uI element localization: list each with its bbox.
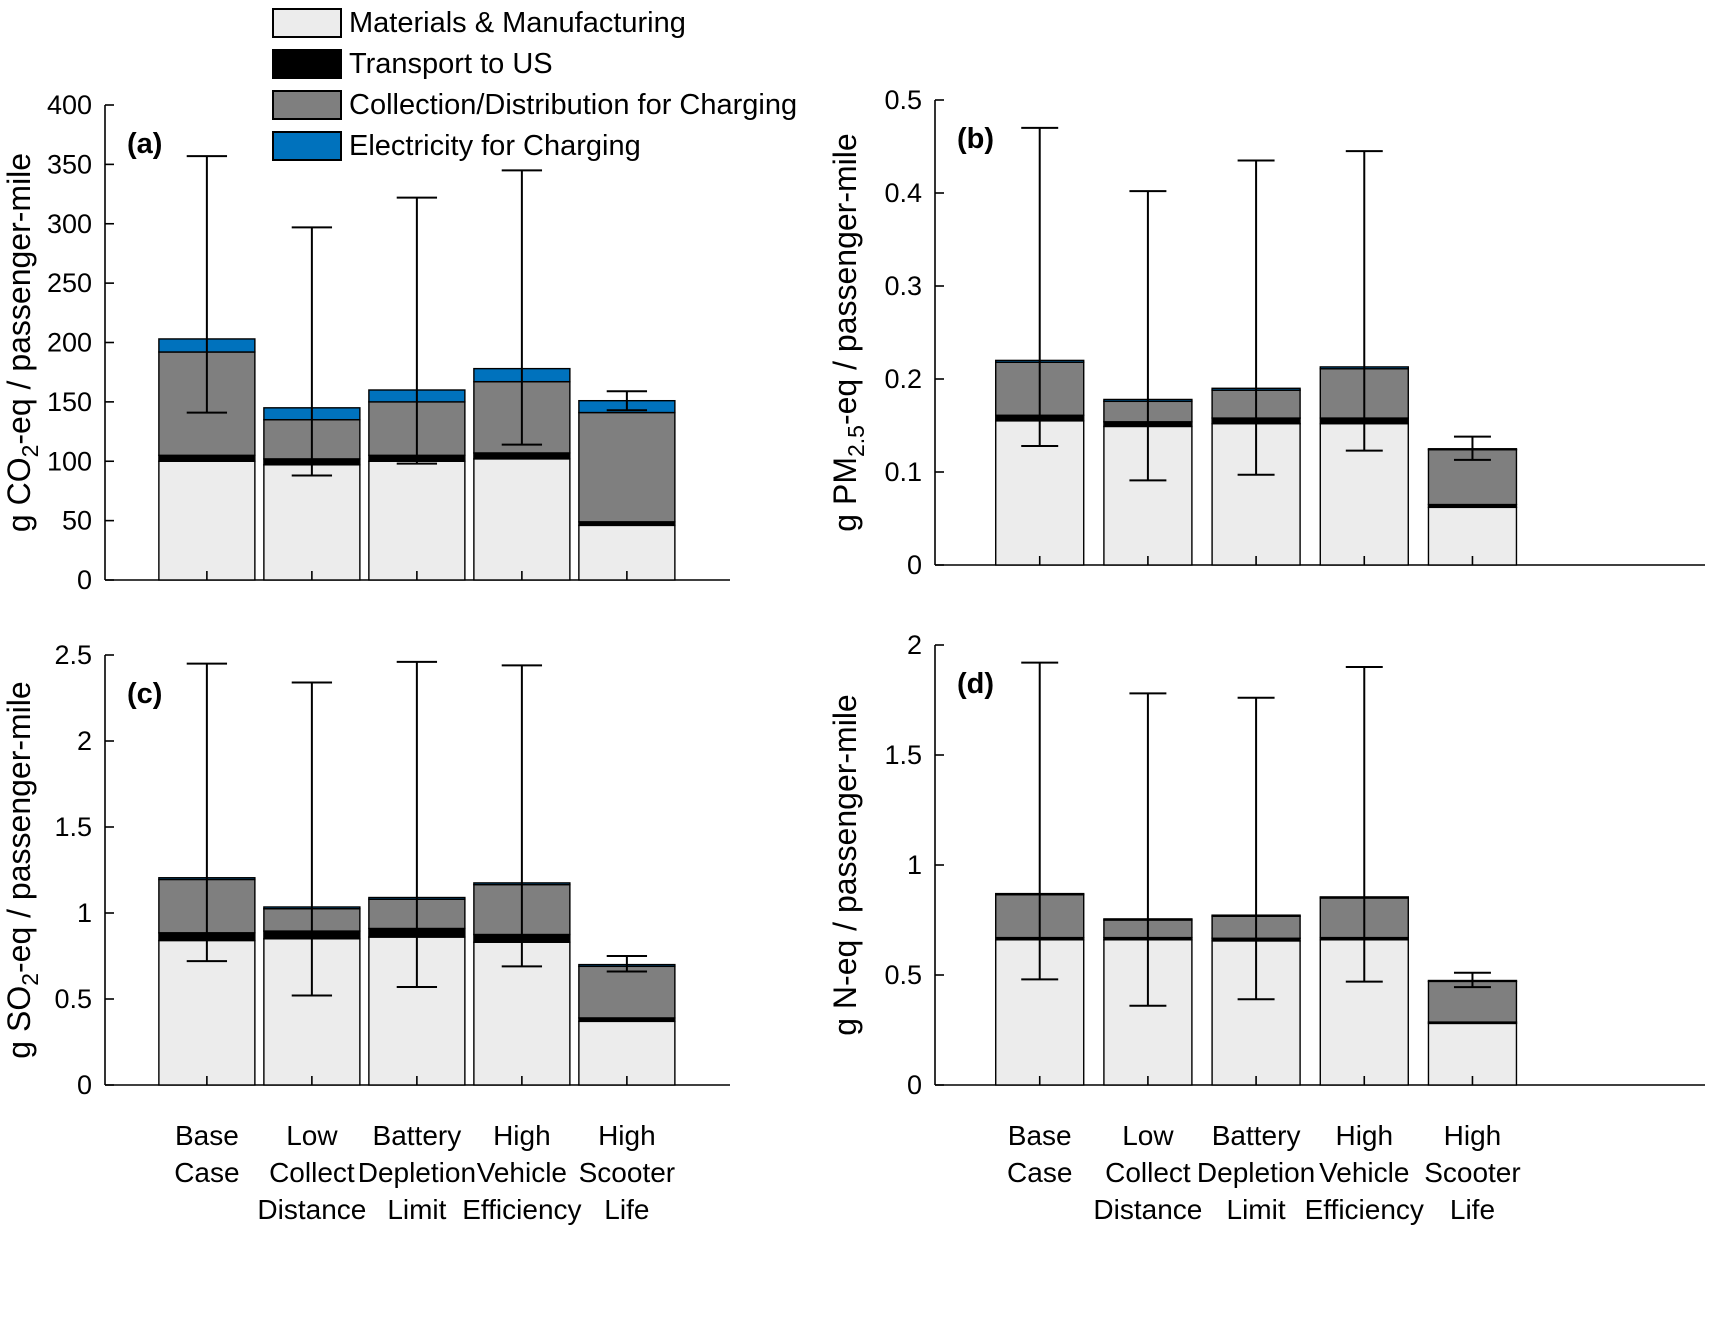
bar-segment-collection: [578, 965, 676, 1019]
category-label: Collect: [269, 1157, 355, 1188]
category-label: Battery: [1212, 1120, 1301, 1151]
y-tick-label: 0: [77, 1070, 92, 1100]
materials-swatch-icon: [272, 8, 342, 38]
legend-item-transport: Transport to US: [272, 45, 797, 83]
panel-c: 0 0.5 1 1.5 2 2.5 g SO2-eq / passenger-mile (c)…: [1, 640, 730, 1225]
bar-segment-materials: [473, 458, 571, 581]
y-tick-label: 150: [47, 387, 92, 417]
panel-letter-c: (c): [127, 678, 162, 710]
y-tick-label: 1.5: [884, 740, 922, 770]
category-label: Limit: [1227, 1194, 1286, 1225]
category-label: High: [1335, 1120, 1393, 1151]
category-label: Depletion: [1197, 1157, 1315, 1188]
category-label: High: [493, 1120, 551, 1151]
bar-segment-materials: [368, 460, 466, 581]
y-axis-label: g CO2-eq / passenger-mile: [1, 153, 43, 532]
bar-segment-materials: [578, 524, 676, 581]
bar-segment-collection: [1427, 980, 1518, 1023]
bar-segment-collection: [578, 411, 676, 523]
legend-label-electricity: Electricity for Charging: [349, 129, 641, 162]
y-tick-label: 0.5: [54, 984, 92, 1014]
legend-label-transport: Transport to US: [349, 47, 553, 80]
y-tick-label: 0.5: [884, 85, 922, 115]
y-axis-label: g SO2-eq / passenger-mile: [1, 681, 43, 1058]
category-label: Efficiency: [1305, 1194, 1424, 1225]
y-tick-label: 0.5: [884, 960, 922, 990]
category-label: Battery: [373, 1120, 462, 1151]
y-tick-label: 350: [47, 149, 92, 179]
y-tick-label: 1: [907, 850, 922, 880]
y-tick-label: 0: [77, 565, 92, 595]
transport-swatch-icon: [272, 49, 342, 79]
category-label: Base: [175, 1120, 239, 1151]
y-tick-label: 400: [47, 90, 92, 120]
legend-label-collection: Collection/Distribution for Charging: [349, 88, 798, 121]
category-label: Case: [174, 1157, 239, 1188]
panel-b: 0 0.1 0.2 0.3 0.4 0.5 g PM2.5-eq / passenger-m…: [827, 85, 1705, 580]
y-tick-label: 1: [77, 898, 92, 928]
bar-segment-transport: [158, 454, 256, 462]
y-tick-label: 0.2: [884, 364, 922, 394]
y-tick-label: 2: [907, 630, 922, 660]
y-tick-label: 2: [77, 726, 92, 756]
y-tick-label: 0.1: [884, 457, 922, 487]
category-label: High: [598, 1120, 656, 1151]
category-label: Case: [1007, 1157, 1072, 1188]
category-label: Scooter: [579, 1157, 676, 1188]
y-axis-label: g PM2.5-eq / passenger-mile: [827, 133, 869, 531]
y-tick-label: 0: [907, 550, 922, 580]
bar-segment-materials: [578, 1020, 676, 1086]
panel-a: 0 50 100 150 200 250 300 350 400 g CO2-eq / passe…: [1, 90, 730, 595]
category-label: Distance: [257, 1194, 366, 1225]
category-label: Life: [604, 1194, 649, 1225]
category-label: Depletion: [358, 1157, 476, 1188]
legend: Materials & Manufacturing Transport to US…: [272, 4, 797, 165]
bar-segment-materials: [158, 460, 256, 581]
bar-segment-collection: [1427, 448, 1518, 506]
panel-d: 0 0.5 1 1.5 2 g N-eq / passenger-mile (d) Base C…: [827, 630, 1705, 1225]
legend-item-electricity: Electricity for Charging: [272, 127, 797, 165]
bar-segment-materials: [1427, 1022, 1518, 1086]
bar-segment-materials: [158, 939, 256, 1086]
category-label: Life: [1450, 1194, 1495, 1225]
electricity-swatch-icon: [272, 131, 342, 161]
legend-label-materials: Materials & Manufacturing: [349, 6, 686, 39]
category-label: Low: [1122, 1120, 1174, 1151]
y-tick-label: 1.5: [54, 812, 92, 842]
y-axis-label: g N-eq / passenger-mile: [827, 694, 863, 1035]
category-label: Scooter: [1424, 1157, 1521, 1188]
bar-segment-materials: [263, 464, 361, 581]
category-label: Vehicle: [477, 1157, 567, 1188]
category-label: Low: [286, 1120, 338, 1151]
category-label: Distance: [1093, 1194, 1202, 1225]
panel-letter-d: (d): [957, 668, 994, 700]
category-label: Base: [1008, 1120, 1072, 1151]
category-label: High: [1444, 1120, 1502, 1151]
collection-swatch-icon: [272, 90, 342, 120]
legend-item-collection: Collection/Distribution for Charging: [272, 86, 797, 124]
panel-letter-b: (b): [957, 123, 994, 155]
bar-segment-transport: [473, 452, 571, 460]
legend-item-materials: Materials & Manufacturing: [272, 4, 797, 42]
y-tick-label: 0.3: [884, 271, 922, 301]
y-tick-label: 2.5: [54, 640, 92, 670]
category-label: Collect: [1105, 1157, 1191, 1188]
y-tick-label: 300: [47, 209, 92, 239]
y-tick-label: 100: [47, 446, 92, 476]
category-label: Vehicle: [1319, 1157, 1409, 1188]
y-tick-label: 200: [47, 328, 92, 358]
category-label: Limit: [387, 1194, 446, 1225]
y-tick-label: 0.4: [884, 178, 922, 208]
y-tick-label: 50: [62, 506, 92, 536]
category-label: Efficiency: [462, 1194, 581, 1225]
y-tick-label: 0: [907, 1070, 922, 1100]
panel-letter-a: (a): [127, 128, 162, 160]
y-tick-label: 250: [47, 268, 92, 298]
